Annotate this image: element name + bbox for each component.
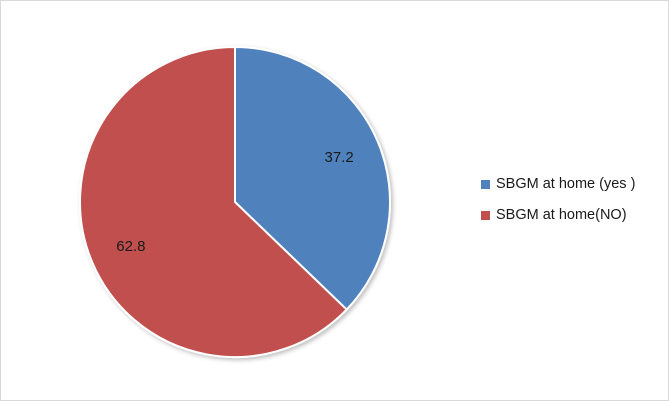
legend-label-yes: SBGM at home (yes ) [496,176,636,192]
data-label-no: 62.8 [116,238,145,255]
legend: SBGM at home (yes ) SBGM at home(NO) [481,173,635,235]
legend-label-no: SBGM at home(NO) [496,207,627,223]
legend-swatch-no [481,210,490,220]
pie-slice-no [79,45,349,358]
legend-item-no: SBGM at home(NO) [481,204,635,226]
data-label-yes: 37.2 [325,149,354,166]
pie-slice-yes [234,45,391,311]
legend-swatch-yes [481,179,490,189]
legend-item-yes: SBGM at home (yes ) [481,173,635,195]
